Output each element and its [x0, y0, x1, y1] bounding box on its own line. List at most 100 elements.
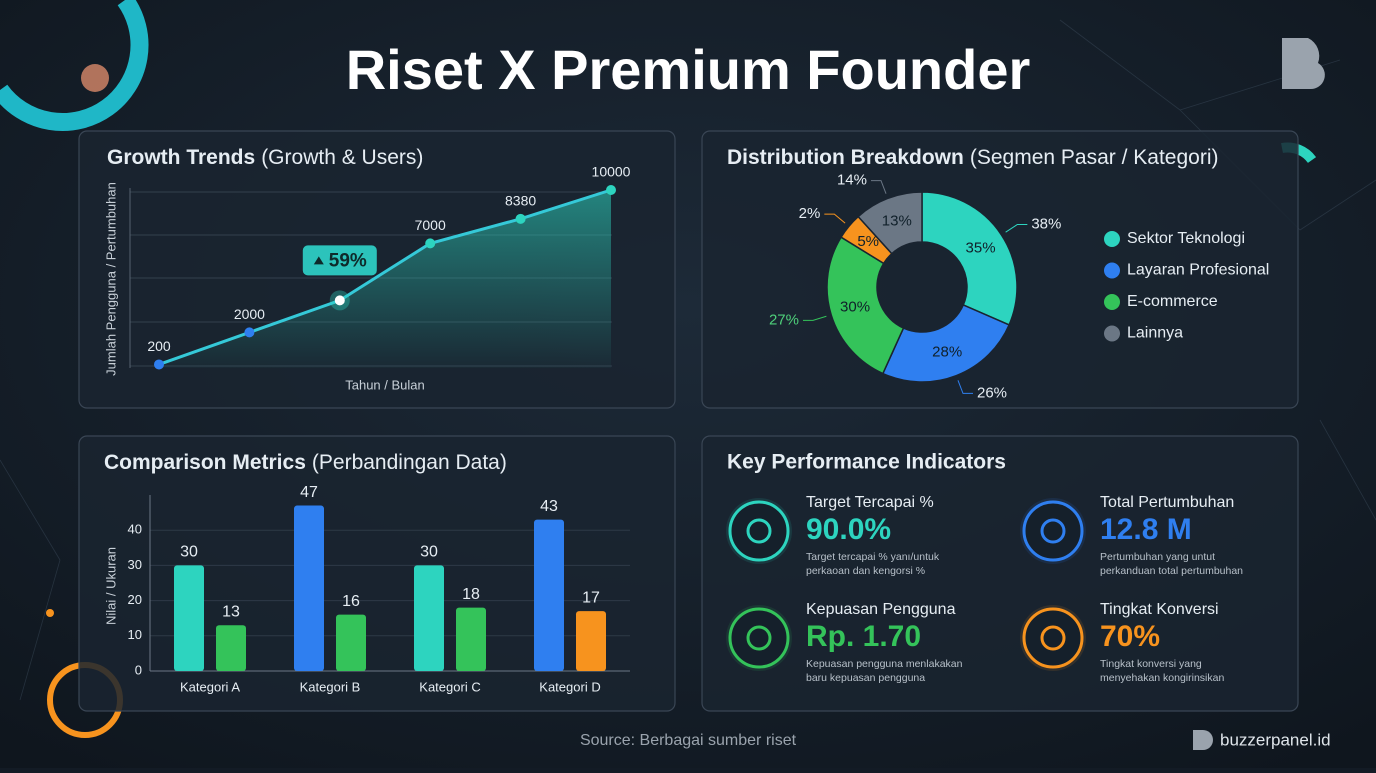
y-tick-label: 30: [128, 557, 142, 572]
panel-title: Growth Trends (Growth & Users): [107, 146, 423, 169]
area: [159, 190, 611, 368]
kpi-icon-ring: [728, 607, 790, 669]
annotation: 59%: [329, 250, 367, 271]
kpi-description: baru kepuasan pengguna: [806, 672, 925, 684]
data-label: 16: [342, 593, 360, 610]
panel: [701, 435, 1299, 712]
donut-segment: [921, 191, 1018, 326]
bar: [336, 614, 366, 671]
data-label: 200: [147, 338, 171, 354]
donut-segment: [826, 236, 905, 375]
kpi-icon: [746, 625, 772, 651]
outer-label: 38%: [1031, 215, 1061, 232]
subtitle: (Perbandingan Data): [312, 451, 507, 474]
kpi-description: perkaoan dan kengorsi %: [806, 565, 925, 577]
corner-dot: [46, 609, 54, 617]
segment-label: 30%: [840, 298, 870, 315]
corner-dot: [81, 64, 109, 92]
kpi-icon-ring: [1022, 607, 1084, 669]
kpi-icon: [1040, 625, 1066, 651]
bar: [216, 625, 246, 671]
leader-line: [870, 180, 887, 194]
panel-title: Distribution Breakdown (Segmen Pasar / Ka…: [727, 146, 1218, 169]
y-tick-label: 0: [135, 662, 142, 677]
legend-swatch: [1104, 325, 1120, 342]
source: Source: Berbagai sumber riset: [580, 732, 797, 749]
legend-swatch: [1104, 262, 1120, 279]
data-label: 17: [582, 589, 600, 606]
data-label: 18: [462, 586, 480, 603]
outer-label: 27%: [769, 311, 799, 328]
data-label: 7000: [415, 217, 446, 233]
segment-label: 35%: [966, 240, 996, 257]
kpi-description: Target tercapai % yanı/untuk: [806, 551, 940, 563]
point: [334, 295, 345, 306]
data-label: 10000: [592, 164, 631, 180]
brand-logo: [1193, 730, 1213, 750]
segment-label: 28%: [932, 343, 962, 360]
y-tick-label: 10: [128, 627, 142, 642]
x-tick-label: Kategori D: [539, 679, 600, 694]
bar: [294, 505, 324, 671]
point: [515, 213, 526, 224]
y-tick-label: 40: [128, 522, 142, 537]
legend-swatch: [1104, 231, 1120, 247]
bar: [174, 565, 204, 671]
donut-segment: [857, 191, 923, 255]
line: [158, 188, 612, 366]
point: [154, 359, 164, 370]
kpi-label: Total Pertumbuhan: [1100, 494, 1234, 511]
kpi-label: Tingkat Konversi: [1100, 601, 1219, 618]
title: Distribution Breakdown: [727, 146, 964, 169]
kpi-icon-ring: [728, 500, 790, 562]
kpi-description: menyehakan kongirinsikan: [1100, 672, 1224, 684]
legend-label: Layaran Profesional: [1127, 262, 1269, 279]
point: [244, 327, 255, 338]
y-tick-label: 20: [128, 592, 142, 607]
y-axis-label: Nilai / Ukuran: [103, 547, 118, 625]
y-axis-label: Jumlah Pengguna / Pertumbuhan: [103, 182, 118, 376]
x-tick-label: Kategori A: [180, 679, 240, 694]
leader-line: [802, 315, 827, 321]
outer-label: 2%: [799, 205, 821, 222]
panel-title: Comparison Metrics (Perbandingan Data): [104, 451, 507, 474]
subtitle: (Segmen Pasar / Kategori): [970, 146, 1219, 169]
kpi-icon: [746, 518, 772, 544]
annotation-arrow: [313, 256, 324, 265]
panel-title: Key Performance Indicators: [727, 451, 1006, 474]
outer-label: 14%: [837, 172, 867, 189]
outer-label: 26%: [977, 384, 1007, 401]
kpi-value: Rp. 1.70: [806, 620, 921, 653]
annotation-box: [302, 245, 377, 276]
donut-segment: [881, 303, 1011, 383]
kpi-label: Target Tercapai %: [806, 494, 934, 511]
kpi-description: Pertumbuhan yang untut: [1100, 551, 1215, 563]
legend-swatch: [1104, 294, 1120, 310]
kpi-description: Tingkat konversi yang: [1100, 658, 1202, 670]
page-title: Riset X Premium Founder: [346, 38, 1031, 101]
leader-line: [824, 213, 846, 224]
legend-label: Lainnya: [1127, 325, 1183, 342]
kpi-value: 90.0%: [806, 513, 891, 546]
legend-label: Sektor Teknologi: [1127, 230, 1245, 247]
kpi-value: 12.8 M: [1100, 513, 1192, 546]
data-label: 43: [540, 498, 558, 515]
x-axis-label: Tahun / Bulan: [345, 377, 425, 392]
point: [606, 185, 616, 195]
kpi-icon: [1040, 518, 1066, 544]
brand: buzzerpanel.id: [1220, 730, 1331, 749]
data-label: 2000: [234, 306, 265, 322]
subtitle: (Growth & Users): [261, 146, 423, 169]
point: [425, 238, 436, 249]
kpi-description: Kepuasan pengguna menlakakan: [806, 658, 963, 670]
segment-label: 5%: [857, 233, 879, 250]
segment-label: 13%: [882, 213, 912, 230]
data-label: 47: [300, 484, 318, 501]
bar: [576, 611, 606, 671]
kpi-icon-ring: [1022, 500, 1084, 562]
bar: [456, 607, 486, 671]
leader-line: [957, 380, 974, 394]
data-label: 8380: [505, 193, 536, 209]
